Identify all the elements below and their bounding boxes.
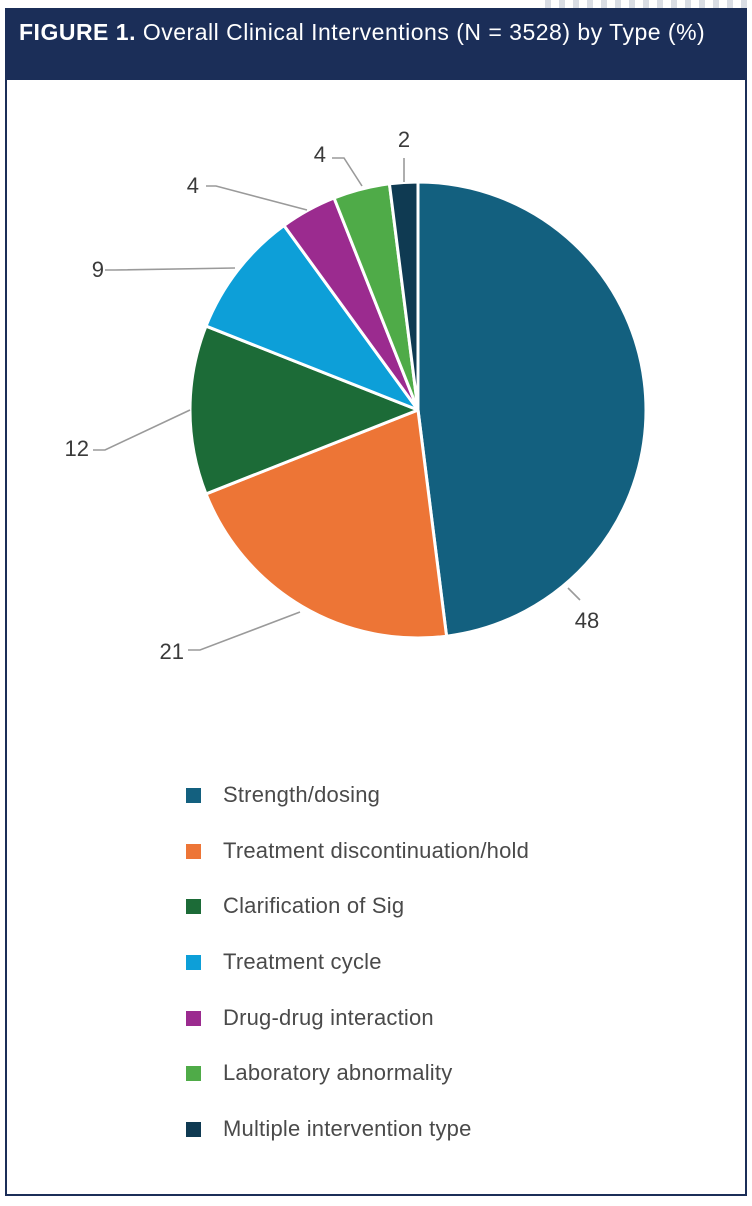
pie-slice-strength-dosing xyxy=(416,180,648,638)
legend-swatch xyxy=(186,1066,201,1082)
legend-label: Treatment cycle xyxy=(223,949,382,975)
figure-header: FIGURE 1. Overall Clinical Interventions… xyxy=(7,10,745,80)
leader-line-clarification-of-sig xyxy=(93,409,191,451)
leader-line-laboratory-abnormality xyxy=(332,157,363,187)
legend-label: Treatment discontinuation/hold xyxy=(223,837,530,863)
legend-label: Clarification of Sig xyxy=(223,893,405,919)
data-label-laboratory-abnormality: 4 xyxy=(314,142,326,167)
figure-label: FIGURE 1. xyxy=(19,19,136,45)
legend-swatch xyxy=(186,788,201,803)
data-label-strength-dosing: 48 xyxy=(575,608,599,633)
data-label-multiple-intervention-type: 2 xyxy=(398,127,410,152)
leader-line-treatment-discontinuation-hold xyxy=(188,611,301,651)
decorative-grid-pattern xyxy=(545,0,747,8)
pie-slice-multiple-intervention-type xyxy=(387,180,420,412)
legend-swatch xyxy=(186,1122,201,1138)
legend-swatch xyxy=(186,1010,201,1026)
leader-line-treatment-cycle xyxy=(105,267,236,271)
data-label-treatment-cycle: 9 xyxy=(92,257,104,282)
legend-label: Drug-drug interaction xyxy=(223,1004,434,1030)
leader-line-strength-dosing xyxy=(567,587,581,601)
legend-swatch xyxy=(186,843,201,859)
leader-line-drug-drug-interaction xyxy=(206,185,308,211)
pie-slice-treatment-discontinuation-hold xyxy=(204,408,449,640)
legend-label: Multiple intervention type xyxy=(223,1116,472,1142)
legend-swatch xyxy=(186,899,201,915)
data-label-clarification-of-sig: 12 xyxy=(65,436,89,461)
legend-swatch xyxy=(186,955,201,971)
legend-label: Strength/dosing xyxy=(223,782,381,807)
data-label-treatment-discontinuation-hold: 21 xyxy=(160,639,184,664)
legend-label: Laboratory abnormality xyxy=(223,1060,453,1086)
data-label-drug-drug-interaction: 4 xyxy=(187,173,199,198)
figure-title: Overall Clinical Interventions (N = 3528… xyxy=(142,19,706,45)
pie-slice-treatment-cycle xyxy=(204,224,420,412)
